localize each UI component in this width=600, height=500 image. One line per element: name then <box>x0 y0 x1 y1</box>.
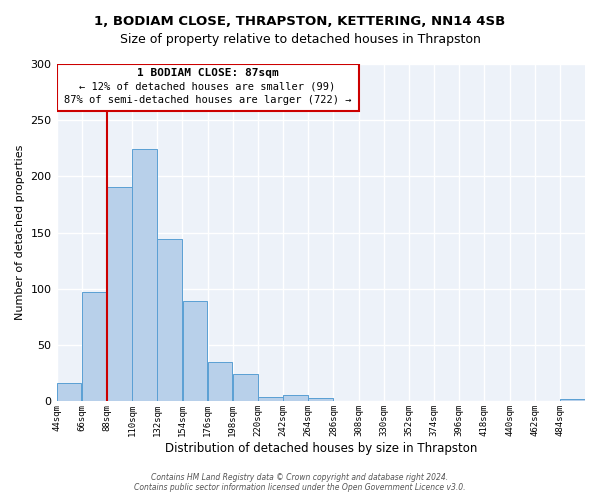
Bar <box>283 394 308 402</box>
Bar <box>57 384 82 402</box>
Text: 1, BODIAM CLOSE, THRAPSTON, KETTERING, NN14 4SB: 1, BODIAM CLOSE, THRAPSTON, KETTERING, N… <box>94 15 506 28</box>
Bar <box>258 397 283 402</box>
Bar <box>82 292 107 402</box>
Text: Contains HM Land Registry data © Crown copyright and database right 2024.
Contai: Contains HM Land Registry data © Crown c… <box>134 473 466 492</box>
Bar <box>233 374 257 402</box>
Bar <box>133 150 157 402</box>
Text: 1 BODIAM CLOSE: 87sqm: 1 BODIAM CLOSE: 87sqm <box>137 68 278 78</box>
Bar <box>157 240 182 402</box>
Bar <box>182 302 207 402</box>
Bar <box>107 186 132 402</box>
Bar <box>560 399 585 402</box>
Bar <box>208 362 232 402</box>
FancyBboxPatch shape <box>56 64 359 111</box>
Text: Size of property relative to detached houses in Thrapston: Size of property relative to detached ho… <box>119 32 481 46</box>
Text: 87% of semi-detached houses are larger (722) →: 87% of semi-detached houses are larger (… <box>64 96 351 106</box>
Y-axis label: Number of detached properties: Number of detached properties <box>15 145 25 320</box>
Text: ← 12% of detached houses are smaller (99): ← 12% of detached houses are smaller (99… <box>79 82 335 92</box>
Bar <box>308 398 333 402</box>
X-axis label: Distribution of detached houses by size in Thrapston: Distribution of detached houses by size … <box>164 442 477 455</box>
